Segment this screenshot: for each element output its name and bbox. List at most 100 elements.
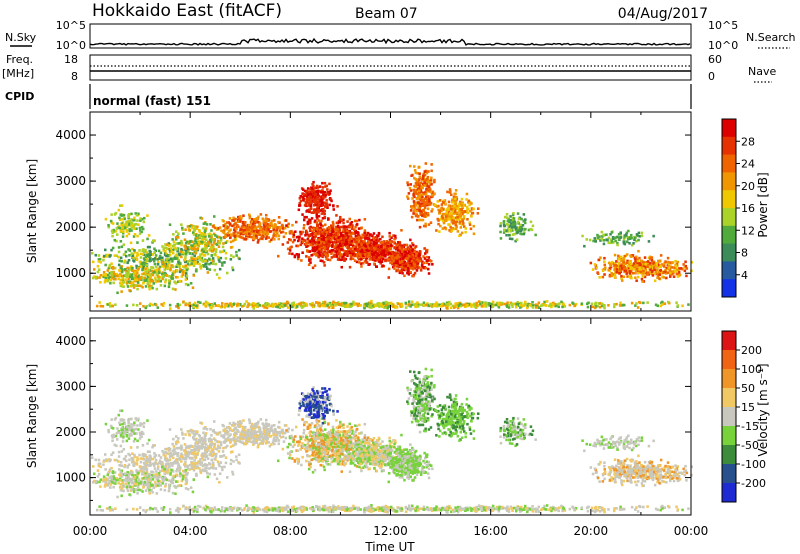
range-cell [674, 266, 678, 270]
range-cell [324, 252, 327, 255]
range-cell [505, 302, 508, 306]
range-cell [336, 240, 340, 244]
range-cell [180, 275, 184, 278]
range-cell [475, 301, 478, 305]
range-cell [418, 193, 422, 197]
range-cell [415, 269, 419, 272]
range-cell [295, 220, 298, 224]
range-cell [630, 233, 633, 237]
range-cell [171, 248, 175, 252]
range-cell [317, 200, 320, 204]
range-cell [312, 235, 315, 239]
range-cell [314, 232, 317, 235]
range-cell [185, 249, 189, 252]
range-cell [187, 246, 190, 249]
range-cell [356, 238, 360, 242]
range-cell [628, 275, 631, 278]
range-cell [629, 236, 633, 240]
range-cell [399, 261, 402, 264]
range-cell [231, 224, 234, 228]
range-cell [482, 302, 486, 305]
range-cell [430, 176, 433, 180]
range-cell [187, 283, 190, 287]
range-cell [354, 245, 358, 249]
range-cell [188, 246, 192, 249]
range-cell [192, 233, 196, 236]
range-cell [373, 259, 377, 262]
range-cell [97, 258, 101, 261]
range-cell [507, 306, 511, 309]
range-cell [409, 189, 413, 192]
range-cell [219, 239, 223, 242]
range-cell [332, 300, 335, 304]
range-cell [344, 253, 348, 257]
range-cell [376, 248, 379, 251]
range-cell [613, 276, 617, 279]
range-cell [676, 275, 680, 278]
range-cell [637, 270, 640, 273]
range-cell [312, 228, 315, 232]
range-cell [204, 229, 207, 232]
range-cell [381, 264, 384, 267]
range-cell [316, 239, 319, 242]
range-cell [192, 247, 196, 251]
range-cell [173, 243, 176, 247]
range-cell [261, 217, 264, 221]
range-cell [348, 217, 351, 221]
range-cell [299, 195, 302, 198]
range-cell [534, 303, 538, 306]
range-cell [407, 273, 411, 276]
range-cell [414, 177, 417, 181]
range-cell [330, 229, 334, 233]
range-cell [637, 231, 641, 235]
range-cell [468, 302, 472, 306]
range-cell [118, 259, 121, 263]
range-cell [454, 211, 457, 215]
range-cell [188, 252, 192, 255]
range-cell [642, 280, 646, 283]
range-cell [127, 219, 130, 223]
range-cell [210, 238, 213, 242]
range-cell [110, 248, 113, 252]
range-cell [326, 304, 329, 307]
range-cell [667, 263, 671, 266]
range-cell [304, 203, 308, 206]
range-cell [232, 219, 235, 222]
range-cell [211, 259, 215, 263]
range-cell [202, 226, 205, 230]
range-cell [218, 276, 221, 280]
range-cell [316, 210, 319, 214]
range-cell [178, 265, 181, 268]
range-cell [422, 301, 426, 305]
range-cell [423, 170, 427, 173]
range-cell [185, 268, 189, 272]
range-cell [378, 303, 382, 306]
range-cell [137, 275, 140, 278]
range-cell [416, 302, 420, 306]
range-cell [402, 268, 406, 271]
range-cell [349, 233, 352, 237]
range-cell [325, 251, 329, 255]
range-cell [314, 210, 317, 214]
range-cell [600, 237, 604, 241]
range-cell [342, 221, 345, 225]
range-cell [618, 272, 621, 275]
range-cell [226, 240, 229, 243]
range-cell [125, 230, 129, 233]
range-cell [348, 251, 352, 254]
range-cell [229, 233, 233, 236]
range-cell [349, 254, 352, 257]
range-cell [657, 271, 660, 274]
range-cell [305, 215, 308, 219]
range-cell [669, 273, 672, 277]
range-cell [119, 256, 123, 260]
range-cell [406, 270, 410, 273]
range-cell [359, 304, 362, 307]
range-cell [406, 259, 410, 263]
range-cell [344, 234, 347, 237]
range-cell [130, 226, 133, 229]
range-cell [424, 224, 427, 228]
range-cell [115, 272, 119, 276]
range-cell [599, 302, 602, 305]
